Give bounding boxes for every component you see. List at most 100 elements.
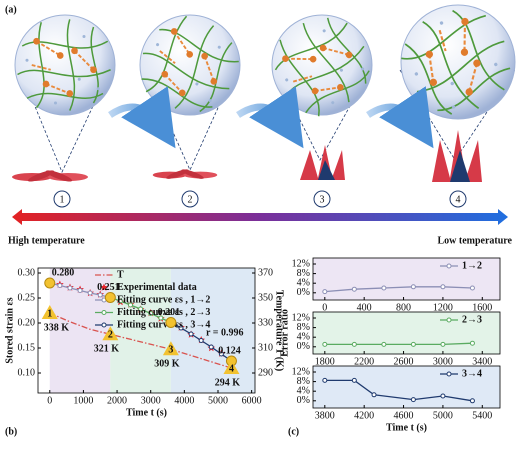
y-axis-label: Error ratio (279, 309, 290, 357)
data-point (410, 284, 416, 290)
step-circle (449, 190, 467, 208)
y-tick-label: 12% (292, 312, 310, 323)
temperature-step: 1 (47, 308, 52, 319)
x-tick-label: 1600 (472, 302, 492, 313)
data-point (138, 306, 144, 312)
x-tick-label: 4000 (174, 395, 194, 406)
y-axis-label: Stored strain εs (4, 297, 15, 363)
data-point (158, 315, 164, 321)
series-line (324, 342, 473, 346)
plot-background (313, 366, 500, 408)
data-point (178, 325, 184, 331)
step-number: 2 (188, 194, 193, 205)
step-number: 1 (60, 194, 65, 205)
data-point (469, 340, 475, 346)
data-point (97, 292, 103, 298)
y-tick-label: 12% (292, 258, 310, 269)
x-tick-label: 3000 (141, 395, 161, 406)
plot-background (313, 312, 500, 354)
series-line (324, 379, 473, 402)
y-tick-label: 0% (297, 287, 310, 298)
data-point (208, 344, 214, 350)
x-tick-label: 5000 (433, 410, 453, 421)
y2-tick-label: 290 (258, 367, 273, 378)
temperature-label: 294 K (215, 377, 241, 388)
y-tick-label: 0.10 (18, 367, 36, 378)
temperature-label: 309 K (154, 359, 180, 370)
plot-frame (312, 311, 501, 355)
temperature-marker (41, 305, 58, 319)
y2-tick-label: 370 (258, 267, 273, 278)
key-point (44, 277, 56, 289)
temperature-marker (223, 360, 240, 374)
data-point (67, 285, 73, 291)
series-line (49, 312, 232, 369)
x-tick-label: 6000 (242, 395, 262, 406)
panel-label: (b) (5, 426, 17, 437)
legend-label: 3→4 (462, 368, 482, 379)
x-tick-label: 3000 (433, 356, 453, 367)
y-tick-label: 0.20 (18, 317, 36, 328)
temperature-label: 338 K (44, 322, 70, 333)
illustration (12, 0, 520, 225)
data-point (381, 285, 387, 291)
data-point (188, 331, 194, 337)
temperature-step: 3 (168, 345, 173, 356)
data-point (410, 397, 416, 403)
y-tick-label: 0% (297, 341, 310, 352)
y-tick-label: 4% (297, 277, 310, 288)
temperature-marker (162, 341, 179, 356)
y-tick-label: 8% (297, 376, 310, 387)
x-tick-label: 2000 (107, 395, 127, 406)
x-tick-label: 5400 (472, 410, 492, 421)
legend-label: T (117, 269, 124, 280)
y-tick-label: 12% (292, 366, 310, 377)
key-point-label: 0.251 (97, 282, 120, 293)
data-point (218, 351, 224, 357)
x-tick-label: 3800 (315, 410, 335, 421)
data-point (440, 393, 446, 399)
data-point (410, 341, 416, 347)
data-point (148, 311, 154, 316)
x-tick-label: 1000 (73, 395, 93, 406)
correlation-label: r = 0.996 (206, 327, 243, 338)
y2-axis-label: Temperature T (K) (274, 290, 285, 371)
data-point (322, 341, 328, 347)
plot-frame (312, 257, 501, 301)
key-point-label: 0.201 (158, 307, 181, 318)
plot-background (313, 258, 500, 300)
y2-tick-label: 310 (258, 342, 273, 353)
key-point-label: 0.124 (218, 345, 241, 356)
temperature-marker (102, 326, 119, 341)
data-point (77, 288, 83, 293)
x-tick-label: 0 (322, 302, 327, 313)
step-number: 4 (456, 194, 461, 205)
y2-tick-label: 330 (258, 317, 273, 328)
x-tick-label: 4600 (394, 410, 414, 421)
x-axis-label: Time t (s) (126, 407, 167, 418)
legend-swatch (446, 371, 452, 377)
legend-swatch (100, 283, 108, 291)
legend-swatch (446, 317, 452, 323)
temperature-step: 2 (108, 330, 113, 341)
y2-tick-label: 350 (258, 292, 273, 303)
data-point (351, 286, 357, 292)
key-point (165, 317, 177, 328)
low-temperature-label: Low temperature (437, 235, 512, 246)
legend-swatch (101, 322, 107, 328)
legend-label: 1→2 (462, 260, 482, 271)
x-tick-label: 5000 (208, 395, 228, 406)
data-point (351, 377, 357, 383)
data-point (440, 341, 446, 347)
y-tick-label: 8% (297, 268, 310, 279)
data-point (440, 284, 446, 290)
legend-swatch (101, 310, 107, 315)
x-tick-label: 1800 (315, 356, 335, 367)
data-point (322, 377, 328, 383)
data-point (87, 290, 93, 296)
step-number: 3 (320, 194, 325, 205)
temperature-step: 4 (229, 363, 234, 374)
x-tick-label: 2600 (394, 356, 414, 367)
plot-frame (312, 365, 501, 409)
